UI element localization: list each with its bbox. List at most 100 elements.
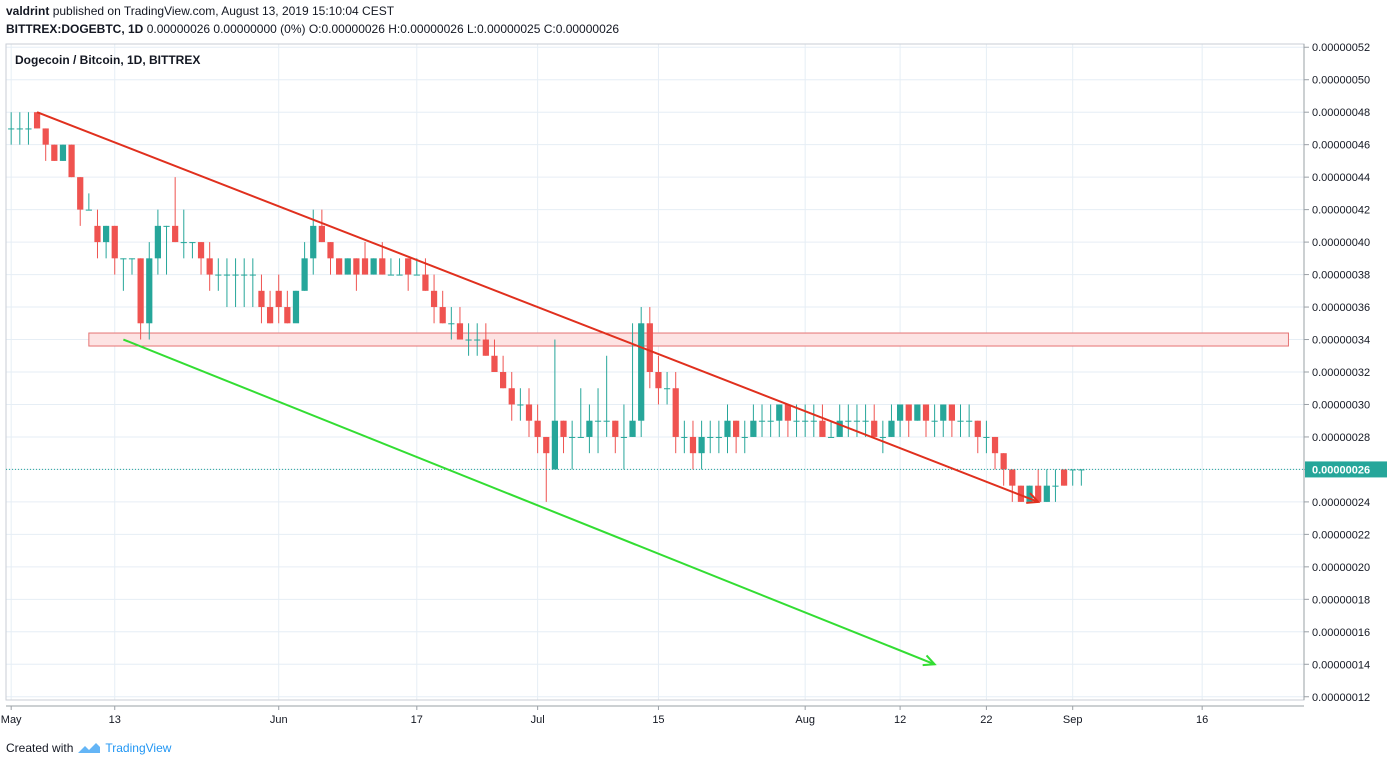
- candle-body: [318, 225, 325, 243]
- support-trendline[interactable]: [123, 338, 935, 666]
- candle-body: [387, 274, 395, 276]
- candle-body: [646, 323, 653, 372]
- candle-body: [1078, 469, 1085, 471]
- candle-body: [810, 420, 817, 422]
- candle-body: [1035, 485, 1042, 502]
- candle-body: [914, 404, 921, 421]
- candle-body: [715, 436, 722, 438]
- candle-body: [560, 420, 567, 437]
- candle-body: [258, 290, 265, 308]
- candle-body: [103, 225, 110, 243]
- candle-body: [266, 307, 274, 324]
- candle-body: [241, 274, 248, 276]
- candle-body: [827, 436, 835, 438]
- price-tick-label: 0.00000040: [1312, 237, 1370, 249]
- price-tick-label: 0.00000028: [1312, 432, 1370, 444]
- resistance-zone: [88, 332, 1289, 347]
- resistance-trendline[interactable]: [36, 111, 1039, 503]
- candle-body: [206, 258, 213, 275]
- candle-body: [689, 436, 697, 454]
- candle-body: [871, 420, 878, 437]
- candle-body: [128, 258, 136, 260]
- footer: Created with TradingView: [6, 741, 171, 755]
- candle-body: [344, 258, 351, 275]
- candle-body: [361, 258, 369, 275]
- time-tick-label: 15: [652, 714, 664, 726]
- candle-body: [396, 274, 403, 276]
- last-price-badge: [1305, 461, 1387, 478]
- price-tick-label: 0.00000012: [1312, 692, 1370, 704]
- candle-body: [77, 177, 84, 210]
- resistance-arrowhead: [1026, 492, 1041, 504]
- time-tick-label: Aug: [795, 714, 815, 726]
- candle-body: [327, 242, 334, 259]
- candle-body: [793, 420, 800, 422]
- candle-body: [784, 404, 792, 421]
- candle-body: [594, 420, 602, 422]
- candle-body: [629, 420, 636, 437]
- time-axis[interactable]: May 13 Jun 17 Jul 15 Aug 12 22 Sep 16: [1, 705, 1304, 726]
- candle-body: [310, 225, 317, 259]
- candle-body: [59, 144, 67, 161]
- price-tick-label: 0.00000048: [1312, 107, 1370, 119]
- candle-body: [508, 388, 515, 405]
- candle-body: [189, 242, 196, 244]
- price-tick-label: 0.00000018: [1312, 594, 1370, 606]
- candle-body: [405, 258, 412, 275]
- candle-body: [379, 258, 386, 275]
- publish-info: valdrint published on TradingView.com, A…: [6, 4, 394, 18]
- candle-body: [836, 420, 843, 437]
- candle-body: [1000, 453, 1007, 470]
- candle-body: [758, 420, 766, 422]
- price-tick-label: 0.00000036: [1312, 302, 1370, 314]
- candle-body: [249, 274, 256, 276]
- candle-body: [353, 258, 360, 275]
- candle-body: [1069, 469, 1076, 471]
- price-tick-label: 0.00000032: [1312, 367, 1370, 379]
- candle-body: [534, 420, 541, 437]
- candle-body: [776, 404, 783, 421]
- candle-body: [94, 225, 101, 243]
- price-tick-label: 0.00000030: [1312, 399, 1370, 411]
- last-price-label: 0.00000026: [1312, 464, 1370, 476]
- candle-body: [802, 420, 809, 422]
- candle-body: [966, 420, 973, 422]
- grid: [5, 43, 1305, 701]
- candle-body: [603, 420, 610, 422]
- candle-body: [1060, 469, 1068, 486]
- candle-body: [1043, 485, 1050, 502]
- symbol-label: BITTREX:DOGEBTC, 1D: [6, 22, 144, 36]
- price-axis[interactable]: 0.00000052 0.00000050 0.00000048 0.00000046…: [1303, 42, 1370, 704]
- candle-body: [275, 290, 282, 308]
- support-arrowhead: [922, 654, 937, 667]
- candle-body: [180, 242, 187, 244]
- tradingview-brand[interactable]: TradingView: [105, 741, 172, 755]
- time-tick-label: 17: [411, 714, 423, 726]
- candle-body: [482, 339, 489, 356]
- candle-body: [154, 225, 162, 259]
- candle-body: [586, 420, 593, 437]
- candle-body: [638, 323, 645, 421]
- author-name[interactable]: valdrint: [6, 4, 50, 18]
- candle-body: [991, 436, 999, 454]
- candle-body: [577, 436, 584, 438]
- tradingview-logo-icon: [78, 743, 101, 753]
- candle-body: [612, 420, 619, 437]
- price-tick-label: 0.00000014: [1312, 659, 1370, 671]
- candle-body: [42, 128, 49, 145]
- candle-body: [1052, 485, 1059, 487]
- price-tick-label: 0.00000034: [1312, 335, 1370, 347]
- price-tick-label: 0.00000050: [1312, 75, 1370, 87]
- candle-body: [517, 404, 524, 406]
- symbol-ohlc-line: BITTREX:DOGEBTC, 1D 0.00000026 0.0000000…: [6, 22, 619, 36]
- price-tick-label: 0.00000052: [1312, 42, 1370, 54]
- candle-body: [750, 420, 757, 437]
- candle-body: [672, 388, 679, 437]
- candle-body: [543, 436, 550, 454]
- candle-body: [499, 372, 507, 389]
- candle-body: [51, 144, 58, 161]
- candle-body: [456, 323, 464, 340]
- candle-body: [137, 258, 144, 324]
- candle-body: [931, 420, 938, 422]
